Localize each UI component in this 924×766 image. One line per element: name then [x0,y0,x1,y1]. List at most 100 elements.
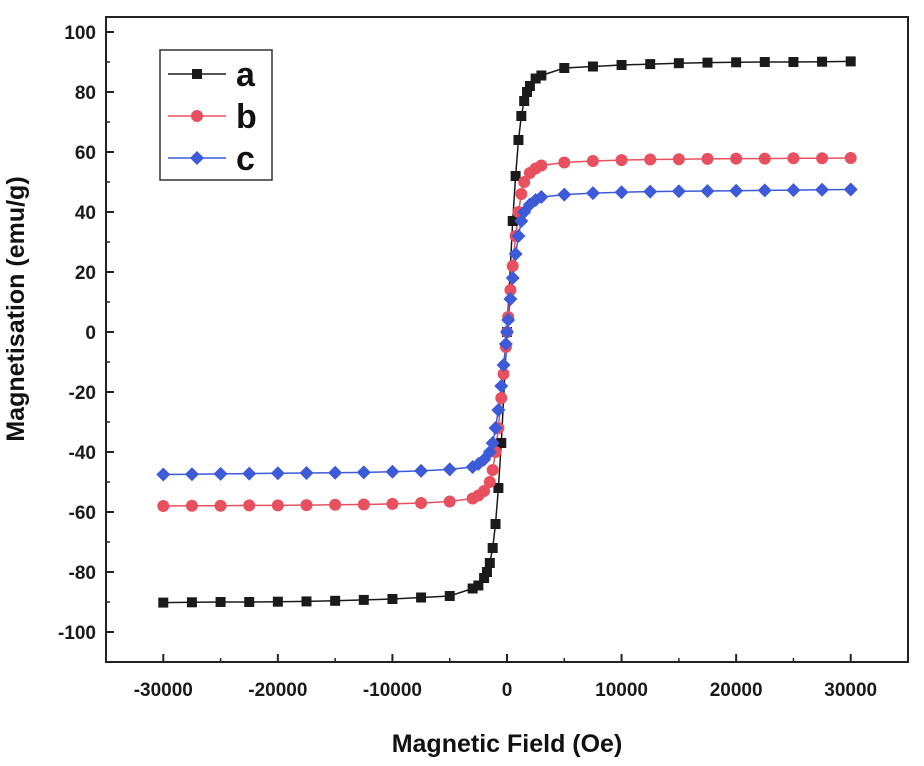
series-a-point [516,111,527,121]
series-c-point [270,466,285,481]
series-b-point [730,152,743,165]
x-tick-label: 10000 [595,680,648,701]
series-a-point [186,597,197,608]
series-markers [156,56,858,608]
series-c-point [503,292,518,306]
series-c-point [491,403,506,417]
series-a-point [616,60,627,70]
series-c-point [442,462,457,477]
series-c-point [485,436,500,450]
series-a-point [272,596,283,607]
series-c-point [508,247,523,261]
y-tick-label: -80 [69,563,96,584]
series-b-point [518,176,531,188]
y-tick-label: -40 [69,443,96,464]
series-a-point [731,57,742,68]
legend-label-b: b [236,98,257,136]
series-c-point [843,182,858,197]
series-c-point [414,463,429,478]
y-tick-label: -100 [58,623,96,644]
series-a-point [519,96,530,106]
series-a-point [530,73,541,84]
series-b-point [787,152,800,165]
series-c-point [671,184,686,199]
legend: abc [159,49,273,181]
series-b-point [271,499,284,512]
series-c-point [729,183,744,198]
series-c-point [585,186,600,201]
series-c-point [213,466,228,481]
series-b-point [701,152,714,165]
series-a-point [559,63,570,73]
series-a-point [467,583,478,594]
series-a-point [702,57,713,68]
series-a-point [487,543,498,553]
x-tick-label: -20000 [248,680,307,701]
legend-label-a: a [236,56,256,94]
series-b-point [816,152,829,165]
series-b-point [243,499,256,512]
series-a-point [244,597,255,607]
legend-marker-c [190,151,204,165]
series-c-point [496,358,511,372]
series-a-point [759,57,770,67]
y-tick-label: -60 [69,503,96,524]
series-b-point [443,495,456,508]
series-a-point [645,59,656,70]
series-b-point [506,260,519,272]
y-tick-label: 80 [75,83,96,104]
legend-marker-a [192,69,202,79]
series-a-point [536,70,547,81]
series-a-point [358,594,369,605]
series-a-point [215,597,226,607]
series-b-point [329,498,342,511]
series-a-point [817,56,828,67]
series-c-point [757,183,772,198]
series-b-point [486,464,499,476]
y-tick-label: 20 [75,263,96,284]
legend-label-c: c [236,140,255,178]
series-a-point [510,171,521,181]
series-b-point [615,154,628,167]
series-a-point [587,61,598,72]
series-a-point [387,594,398,604]
series-c-point [385,464,400,479]
series-c-point [500,325,514,339]
series-b-point [535,159,548,172]
series-b-point [497,368,510,380]
series-b-point [844,152,857,164]
series-a-point [301,596,312,607]
series-b-point [672,153,685,166]
series-b-point [300,499,313,512]
y-tick-label: 100 [64,23,96,44]
series-b-point [504,284,517,296]
series-c-point [184,467,199,482]
series-a-point [158,597,169,608]
series-b-point [357,498,370,511]
series-c-point [700,184,715,198]
series-b-point [483,476,496,488]
series-b-point [558,156,571,169]
x-tick-label: 20000 [710,680,763,701]
series-c-point [501,313,516,327]
series-a-point [330,595,341,606]
y-tick-label: 40 [75,203,96,224]
series-c-point [534,190,549,204]
legend-marker-b [191,110,203,122]
series-a-point [473,580,484,591]
series-a-point [493,483,504,493]
series-b-point [495,392,508,404]
y-tick-label: -20 [69,383,96,404]
series-a-point [507,216,518,226]
y-axis-title: Magnetisation (emu/g) [2,176,30,441]
series-b-point [478,485,491,497]
series-c-point [498,337,513,351]
series-c-point [494,379,509,393]
series-a-point [522,87,533,97]
series-a-point [484,558,495,568]
x-tick-label: -30000 [134,680,193,701]
series-b-point [386,497,399,510]
series-c-point [643,184,658,199]
series-c-point [156,467,171,482]
